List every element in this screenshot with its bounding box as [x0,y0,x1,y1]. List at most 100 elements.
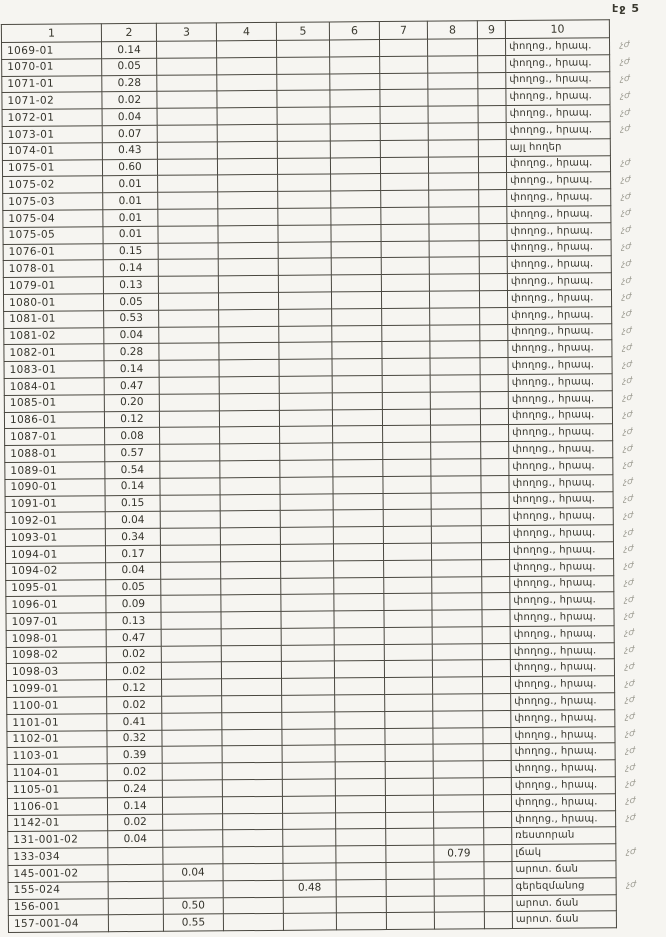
land-type-cell: փողոց., հրապ. [507,289,612,308]
area-value-cell [221,695,282,713]
area-value-cell [333,593,384,612]
area-value-cell: 0.12 [106,679,162,697]
area-value-cell [477,72,506,90]
area-value-cell [331,341,382,360]
area-value-cell [384,677,433,695]
area-value-cell [283,896,337,914]
area-value-cell [433,794,484,812]
area-value-cell [336,896,387,914]
area-value-cell [379,89,429,107]
table-body: 1069-01 0.14 փողոց., հրապ. չժ 1070-01 0.05 փող… [1,37,657,933]
area-value-cell [381,307,430,326]
area-value-cell [157,124,218,143]
area-value-cell [280,560,334,578]
area-value-cell: 0.17 [105,545,161,563]
area-value-cell [162,813,223,831]
area-value-cell [162,779,223,798]
area-value-cell [383,543,432,561]
margin-mark: չժ [625,779,636,790]
area-value-cell [222,779,283,797]
parcel-code-cell: 1085-01 [4,394,105,413]
area-value-cell [279,409,333,427]
area-value-cell [379,72,428,90]
area-value-cell [428,223,480,241]
parcel-code-cell: 1081-01 [3,310,104,329]
column-header: 7 [379,21,428,40]
area-value-cell [161,679,222,697]
parcel-code-cell: 145-001-02 [7,864,109,883]
area-value-cell [479,307,508,325]
area-value-cell [157,158,218,176]
margin-mark: չժ [624,645,635,656]
area-value-cell [158,343,220,361]
area-value-cell [427,38,478,56]
area-value-cell [280,594,334,612]
margin-mark [616,860,656,877]
area-value-cell [279,459,333,478]
area-value-cell [478,105,507,123]
area-value-cell [479,240,508,258]
area-value-cell [158,292,219,311]
scanned-table-region: 1 2 3 4 5 6 7 8 9 10 1069-01 0.14 փողոց., հրապ. չժ 10… [1,19,657,933]
area-value-cell [159,427,220,445]
area-value-cell [159,477,221,495]
area-value-cell [222,796,283,814]
land-type-cell: փողոց., հրապ. [508,457,613,476]
area-value-cell [283,913,337,931]
margin-mark: չժ [624,661,635,673]
area-value-cell: 0.57 [104,444,160,462]
land-type-cell: փողոց., հրապ. [509,491,614,509]
area-value-cell [335,778,386,796]
margin-mark: չժ [624,594,635,605]
area-value-cell [433,761,484,779]
area-value-cell [160,494,221,512]
area-value-cell: 0.05 [105,578,161,597]
area-value-cell [222,812,283,831]
area-value-cell [331,325,382,343]
area-value-cell [483,760,512,778]
area-value-cell: 0.02 [101,91,158,109]
area-value-cell [108,881,164,899]
area-value-cell [160,611,222,630]
parcel-code-cell: 155-024 [8,881,109,900]
margin-mark: չժ [623,460,633,471]
area-value-cell [334,728,386,746]
area-value-cell [432,693,483,712]
area-value-cell [159,460,220,479]
area-value-cell [332,375,383,393]
area-value-cell: 0.60 [102,158,158,177]
area-value-cell [429,357,481,376]
land-type-cell: փողոց., հրապ. [506,121,611,140]
area-value-cell [429,290,480,308]
area-value-cell [385,761,434,779]
area-value-cell [276,73,330,91]
area-value-cell [428,189,479,208]
area-value-cell [335,845,386,863]
area-value-cell [277,107,331,125]
parcel-code-cell: 1105-01 [7,780,108,799]
parcel-code-cell: 1097-01 [5,612,107,631]
area-value-cell [222,829,283,848]
area-value-cell: 0.13 [103,276,159,294]
area-value-cell [108,897,164,916]
margin-mark: չժ [626,813,636,824]
area-value-cell [430,374,481,392]
area-value-cell [161,695,222,714]
margin-mark: չժ [620,90,631,101]
area-value-cell [108,914,164,932]
margin-mark: չժ [620,158,631,169]
area-value-cell [383,526,432,544]
area-value-cell: 0.02 [106,645,162,664]
margin-mark: չժ [624,561,634,572]
area-value-cell [223,913,284,932]
area-value-cell [385,795,434,813]
area-value-cell [157,225,219,243]
area-value-cell [483,794,512,812]
area-value-cell [281,644,335,662]
area-value-cell [478,156,507,174]
area-value-cell [479,324,508,342]
area-value-cell [282,846,336,864]
land-type-cell: փողոց., հրապ. [511,810,616,828]
area-value-cell [432,643,483,661]
area-value-cell [217,191,278,209]
